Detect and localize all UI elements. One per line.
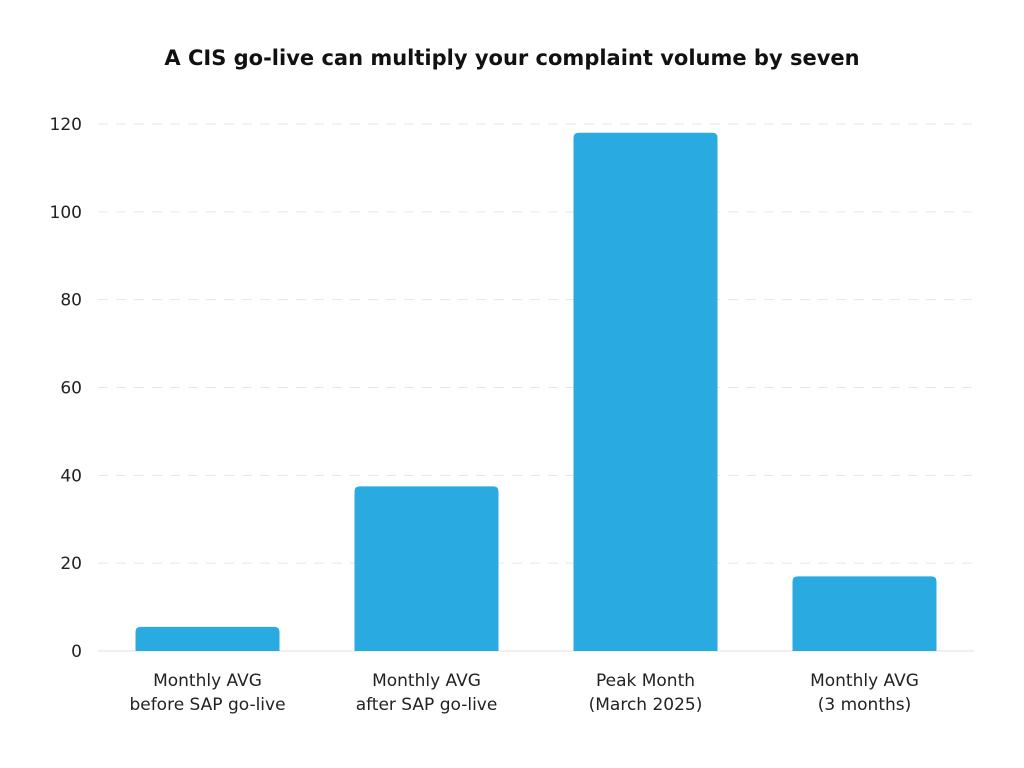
y-tick-label-40: 40 — [60, 466, 82, 486]
bar-4 — [792, 576, 937, 651]
x-category-label-2: Monthly AVG after SAP go-live — [356, 671, 498, 715]
y-tick-label-80: 80 — [60, 291, 82, 311]
bar-1 — [135, 626, 280, 651]
y-tick-label-20: 20 — [60, 554, 82, 574]
bar-3 — [573, 132, 718, 652]
y-tick-label-100: 100 — [50, 203, 82, 223]
x-category-label-3: Peak Month (March 2025) — [589, 671, 703, 715]
x-category-label-1: Monthly AVG before SAP go-live — [129, 671, 285, 715]
y-tick-label-0: 0 — [71, 642, 82, 662]
y-tick-label-120: 120 — [50, 115, 82, 135]
bar-2 — [354, 486, 499, 651]
x-category-label-4: Monthly AVG (3 months) — [810, 671, 919, 715]
y-tick-label-60: 60 — [60, 379, 82, 399]
chart-title: A CIS go-live can multiply your complain… — [164, 46, 860, 70]
